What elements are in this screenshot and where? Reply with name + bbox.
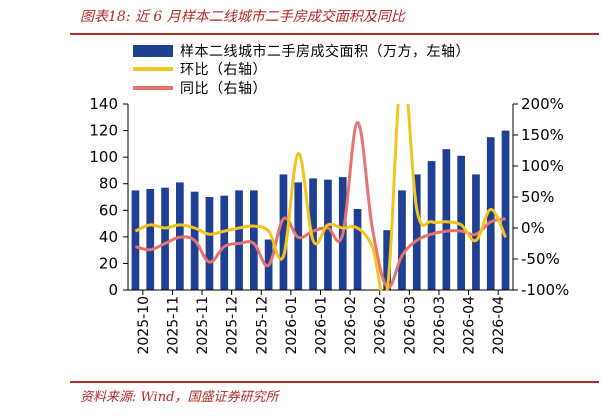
legend-swatch-bars <box>133 45 173 57</box>
bar <box>486 137 495 290</box>
chart-legend: 样本二线城市二手房成交面积（万方，左轴） 环比（右轴） 同比（右轴） <box>133 43 470 97</box>
legend-label-yoy: 同比（右轴） <box>180 81 267 97</box>
legend-label-bars: 样本二线城市二手房成交面积（万方，左轴） <box>180 43 470 60</box>
bar <box>161 187 169 290</box>
bar <box>472 174 480 290</box>
y-left-tick-label: 40 <box>99 228 118 246</box>
x-tick-label: 2026-03 <box>432 296 448 355</box>
bar <box>220 195 229 290</box>
chart-axes: 0 20 40 60 80 100 120 140 -100% -50% 0% 50% 100% 150%… <box>89 95 569 355</box>
y-right-tick-label: 100% <box>521 157 564 175</box>
bar <box>501 130 510 290</box>
y-left-tick-label: 120 <box>89 122 118 140</box>
mom-line <box>134 104 507 291</box>
x-tick-label: 2025-12 <box>225 296 241 355</box>
x-tick-label: 2026-04 <box>462 296 478 355</box>
y-right-tick-label: -50% <box>521 250 560 268</box>
bar <box>412 174 421 290</box>
y-left-tick-label: 140 <box>89 95 118 113</box>
x-tick-label: 2026-03 <box>402 296 418 355</box>
x-tick-label: 2026-01 <box>314 296 330 355</box>
y-left-tick-label: 60 <box>99 201 118 219</box>
bar <box>442 149 451 290</box>
x-tick-label: 2026-02 <box>343 296 359 355</box>
x-tick-label: 2026-04 <box>491 296 507 355</box>
x-tick-label: 2025-12 <box>254 296 270 355</box>
chart-title: 图表18: 近 6 月样本二线城市二手房成交面积及同比 <box>80 9 405 25</box>
bar <box>279 174 288 290</box>
y-right-tick-label: -100% <box>521 281 569 299</box>
bar <box>131 190 140 290</box>
y-right-tick-label: 150% <box>521 126 564 144</box>
bar <box>457 155 465 290</box>
footer-rule <box>70 381 599 383</box>
bar <box>235 190 243 290</box>
bar <box>324 179 332 290</box>
legend-label-mom: 环比（右轴） <box>180 62 267 78</box>
bar <box>205 197 214 290</box>
bar <box>146 189 155 290</box>
x-tick-label: 2026-01 <box>284 296 300 355</box>
y-left-tick-label: 0 <box>108 281 118 299</box>
y-right-tick-label: 200% <box>521 95 564 113</box>
x-tick-label: 2025-11 <box>165 296 181 355</box>
x-tick-label: 2026-02 <box>373 296 389 355</box>
bar-series <box>131 130 510 290</box>
header-rule <box>70 33 599 35</box>
x-tick-label: 2025-11 <box>195 296 211 355</box>
source-note: 资料来源: Wind，国盛证券研究所 <box>80 390 279 405</box>
x-tick-label: 2025-10 <box>136 296 152 355</box>
y-left-tick-label: 100 <box>89 148 118 166</box>
bar <box>427 161 436 290</box>
y-left-tick-label: 80 <box>99 175 118 193</box>
y-right-tick-label: 0% <box>521 219 545 237</box>
line-series <box>134 104 507 291</box>
bar <box>383 230 391 290</box>
bar <box>353 209 362 290</box>
bar <box>398 190 406 290</box>
bar <box>309 178 317 290</box>
bar <box>250 190 258 290</box>
y-left-tick-label: 20 <box>99 254 118 272</box>
y-right-tick-label: 50% <box>521 188 554 206</box>
